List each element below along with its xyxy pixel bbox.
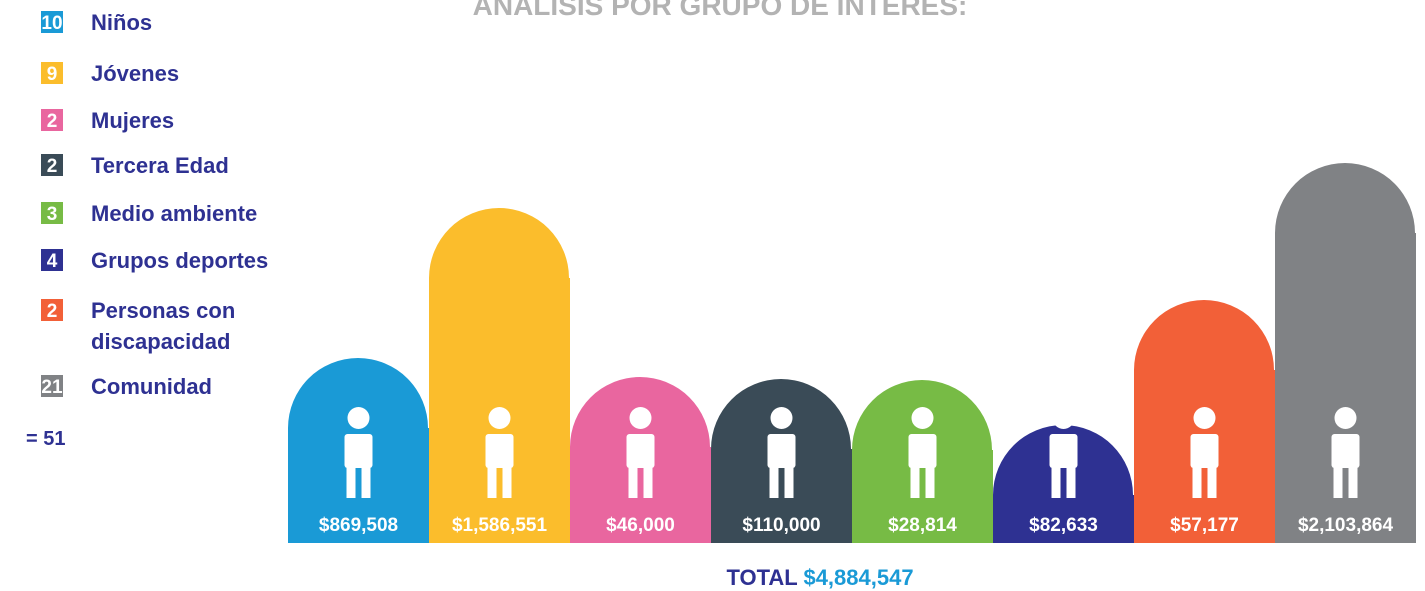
bar-value: $869,508 <box>319 515 398 536</box>
legend-label: Medio ambiente <box>91 201 257 226</box>
icon <box>1334 407 1357 429</box>
icon <box>485 434 514 468</box>
legend-swatch <box>41 375 63 397</box>
icon <box>1348 466 1358 498</box>
icon <box>1051 466 1061 498</box>
icon <box>361 466 371 498</box>
icon <box>626 434 655 468</box>
legend-swatch <box>41 202 63 224</box>
legend-count: 10 <box>41 13 62 34</box>
bar <box>1275 163 1416 543</box>
icon <box>908 434 937 468</box>
legend-label: Mujeres <box>91 108 174 133</box>
icon <box>1331 434 1360 468</box>
icon <box>1333 466 1343 498</box>
legend-count: 2 <box>47 111 58 132</box>
total-value: $4,884,547 <box>803 565 913 590</box>
icon <box>1066 466 1076 498</box>
legend-count: 2 <box>47 301 58 322</box>
icon <box>628 466 638 498</box>
icon <box>784 466 794 498</box>
icon <box>910 466 920 498</box>
icon <box>347 407 370 429</box>
legend-count: 21 <box>41 377 63 398</box>
legend-label: Tercera Edad <box>91 153 229 178</box>
title: ANÁLISIS POR GRUPO DE INTERÉS: <box>473 0 968 21</box>
icon <box>502 466 512 498</box>
grand-total: TOTAL $4,884,547 <box>726 565 913 590</box>
bar-value: $46,000 <box>606 515 675 536</box>
bar-value: $110,000 <box>742 515 820 536</box>
bar-value: $2,103,864 <box>1298 515 1394 536</box>
icon <box>1192 466 1202 498</box>
icon <box>925 466 935 498</box>
legend-label: Personas con discapacidad <box>91 298 235 354</box>
legend-label-line: discapacidad <box>91 329 230 354</box>
icon <box>911 407 934 429</box>
legend-count: 2 <box>47 156 58 177</box>
bar-value: $1,586,551 <box>452 515 548 536</box>
icon <box>1193 407 1216 429</box>
bar <box>429 208 570 543</box>
bar-value: $57,177 <box>1170 515 1239 536</box>
legend-label: Grupos deportes <box>91 248 268 273</box>
icon <box>487 466 497 498</box>
legend-swatch <box>41 109 63 131</box>
legend-swatch <box>41 154 63 176</box>
legend-label: Niños <box>91 10 152 35</box>
legend-label-line: Personas con <box>91 298 235 323</box>
legend-count: 4 <box>47 251 58 272</box>
icon <box>1049 434 1078 468</box>
icon <box>344 434 373 468</box>
legend-count: 9 <box>47 64 58 85</box>
legend-swatch <box>41 11 63 33</box>
legend-label: Comunidad <box>91 374 212 399</box>
icon <box>767 434 796 468</box>
legend-label: Jóvenes <box>91 61 179 86</box>
icon <box>1207 466 1217 498</box>
icon <box>629 407 652 429</box>
legend-total: = 51 <box>26 428 65 450</box>
bar-value: $28,814 <box>888 515 957 536</box>
icon <box>346 466 356 498</box>
bar-value: $82,633 <box>1029 515 1098 536</box>
icon <box>643 466 653 498</box>
icon <box>769 466 779 498</box>
legend-swatch <box>41 62 63 84</box>
legend-count: 3 <box>47 204 58 225</box>
legend-swatch <box>41 249 63 271</box>
icon <box>488 407 511 429</box>
icon <box>770 407 793 429</box>
icon <box>1190 434 1219 468</box>
icon <box>1052 407 1075 429</box>
legend-swatch <box>41 299 63 321</box>
total-label: TOTAL <box>726 565 797 590</box>
bar <box>993 425 1134 543</box>
